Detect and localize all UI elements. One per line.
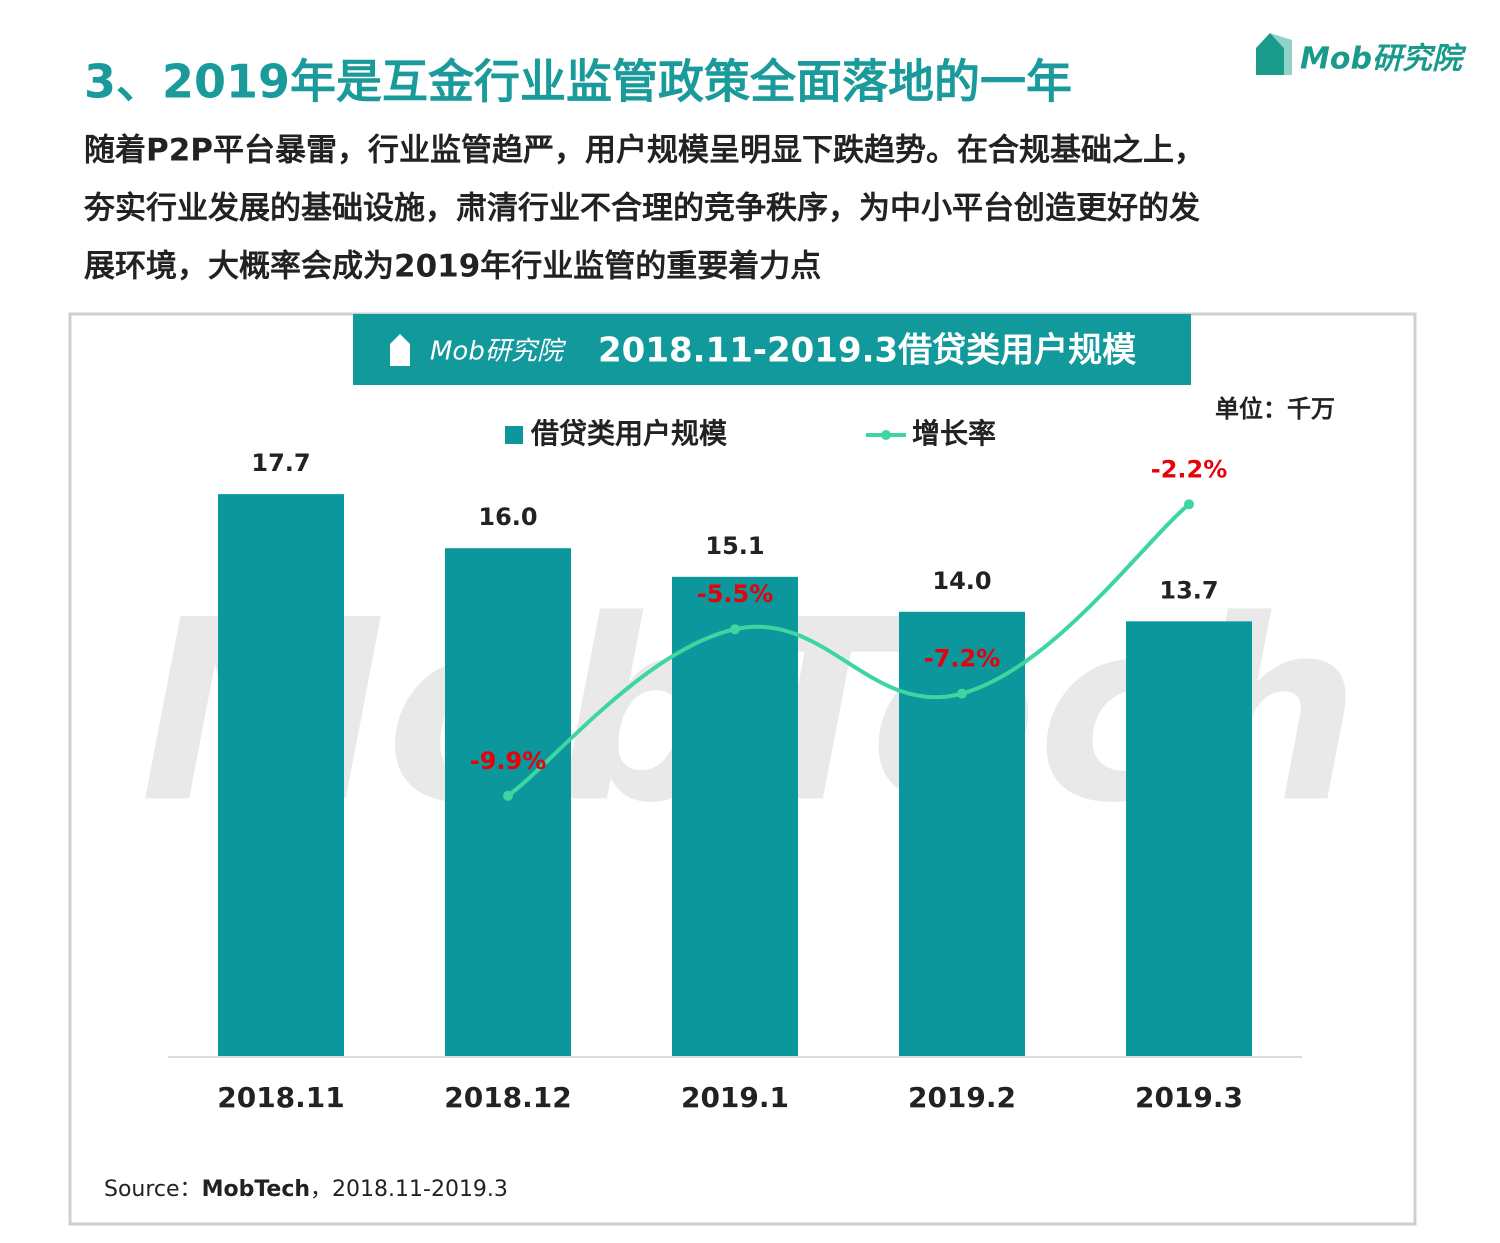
bar [672, 576, 798, 1057]
subtitle-line: 随着P2P平台暴雷，行业监管趋严，用户规模呈明显下跌趋势。在合规基础之上， [84, 133, 1205, 169]
data-label: 16.0 [478, 503, 537, 531]
x-tick-label: 2019.3 [1135, 1081, 1243, 1114]
bar [445, 548, 571, 1057]
data-label: 14.0 [932, 567, 991, 595]
logo-text: Mob研究院 [1300, 42, 1467, 77]
bar [218, 494, 344, 1057]
legend-label: 增长率 [912, 417, 996, 450]
data-label: 13.7 [1159, 576, 1218, 604]
data-label: -2.2% [1151, 455, 1228, 483]
line [506, 502, 1191, 798]
x-tick-label: 2018.12 [444, 1081, 572, 1114]
data-label: -5.5% [697, 580, 774, 608]
logo-icon [1256, 33, 1284, 75]
data-label: -9.9% [470, 747, 547, 775]
line-point [730, 624, 740, 635]
source-part: Source： [104, 1177, 202, 1202]
legend-label: 借贷类用户规模 [530, 417, 728, 450]
page-title: 3、2019年是互金行业监管政策全面落地的一年 [84, 55, 1072, 109]
line-point [503, 790, 513, 801]
chart-title-banner [353, 314, 1191, 385]
logo: Mob研究院 [1256, 33, 1467, 77]
line-point [957, 688, 967, 699]
subtitle-line: 夯实行业发展的基础设施，肃清行业不合理的竞争秩序，为中小平台创造更好的发 [83, 191, 1200, 227]
banner-logo-icon [390, 334, 410, 366]
logo-icon [1270, 33, 1292, 75]
banner-logo-text: Mob研究院 [430, 337, 567, 367]
chart: Mob研究院 2018.11-2019.3借贷类用户规模 单位：千万 Sourc… [104, 314, 1335, 1202]
x-tick-label: 2019.2 [908, 1081, 1016, 1114]
legend-swatch [881, 430, 891, 440]
unit-label: 单位：千万 [1215, 395, 1335, 423]
source-part: MobTech [202, 1177, 310, 1202]
x-tick-label: 2019.1 [681, 1081, 789, 1114]
line-point [1184, 499, 1194, 510]
legend-swatch [505, 426, 523, 444]
source: Source：MobTech，2018.11-2019.3 [104, 1177, 508, 1202]
bar [899, 611, 1025, 1057]
bar [1126, 621, 1252, 1057]
subtitle-line: 展环境，大概率会成为2019年行业监管的重要着力点 [84, 249, 821, 285]
x-tick-label: 2018.11 [217, 1081, 345, 1114]
data-label: -7.2% [924, 645, 1001, 673]
data-label: 15.1 [705, 532, 764, 560]
chart-title: 2018.11-2019.3借贷类用户规模 [598, 331, 1136, 371]
data-label: 17.7 [251, 449, 310, 477]
source-part: ，2018.11-2019.3 [310, 1177, 508, 1202]
